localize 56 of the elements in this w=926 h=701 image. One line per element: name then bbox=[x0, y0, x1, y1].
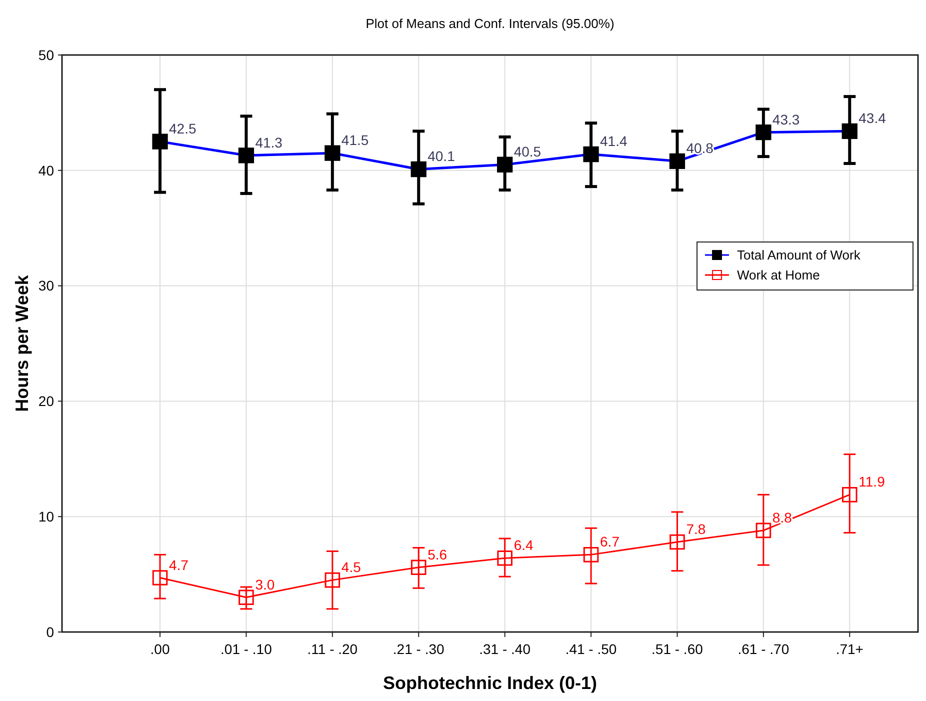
data-label: 42.5 bbox=[169, 120, 196, 137]
x-tick-label: .61 - .70 bbox=[738, 641, 790, 657]
x-tick-label: .00 bbox=[150, 641, 170, 657]
point bbox=[670, 534, 685, 550]
data-label: 7.8 bbox=[686, 520, 706, 537]
data-label: 41.3 bbox=[255, 134, 283, 150]
data-label: 5.6 bbox=[428, 546, 448, 562]
data-label: 3.0 bbox=[255, 576, 275, 592]
data-label: 11.9 bbox=[858, 474, 886, 490]
point bbox=[497, 550, 512, 566]
y-tick-label: 50 bbox=[38, 46, 54, 63]
point bbox=[497, 156, 513, 172]
data-label: 43.4 bbox=[858, 110, 886, 126]
y-axis-title: Hours per Week bbox=[12, 274, 32, 412]
y-tick-label: 30 bbox=[38, 278, 54, 294]
data-label: 41.5 bbox=[341, 132, 369, 148]
point bbox=[324, 572, 340, 588]
chart-title: Plot of Means and Conf. Intervals (95.00%) bbox=[366, 16, 614, 31]
data-label: 40.1 bbox=[428, 148, 456, 164]
y-tick-label: 40 bbox=[38, 162, 54, 178]
point bbox=[756, 522, 772, 538]
data-label: 41.4 bbox=[600, 133, 628, 150]
data-label: 6.7 bbox=[600, 534, 620, 550]
x-tick-label: .21 - .30 bbox=[392, 641, 445, 657]
point bbox=[238, 148, 254, 164]
point bbox=[842, 487, 858, 502]
y-tick-label: 20 bbox=[38, 393, 54, 410]
x-tick-label: .51 - .60 bbox=[652, 641, 704, 657]
point bbox=[842, 123, 858, 139]
y-tick-label: 0 bbox=[46, 624, 54, 640]
point bbox=[756, 124, 772, 140]
point bbox=[152, 134, 168, 150]
point bbox=[410, 161, 426, 178]
y-tick-label: 10 bbox=[38, 508, 54, 524]
data-label: 4.7 bbox=[169, 556, 189, 573]
data-label: 43.3 bbox=[772, 111, 800, 128]
data-label: 4.5 bbox=[341, 559, 362, 576]
x-tick-label: .31 - .40 bbox=[479, 641, 531, 657]
x-tick-label: .11 - .20 bbox=[307, 641, 358, 657]
point bbox=[152, 570, 168, 586]
data-label: 40.8 bbox=[686, 140, 714, 156]
point bbox=[669, 153, 686, 169]
point bbox=[324, 145, 340, 161]
legend-label: Work at Home bbox=[737, 268, 820, 283]
x-axis-title: Sophotechnic Index (0-1) bbox=[382, 673, 598, 693]
x-tick-label: .01 - .10 bbox=[220, 641, 272, 657]
data-label: 40.5 bbox=[514, 144, 542, 160]
point bbox=[238, 590, 254, 606]
x-tick-label: .41 - .50 bbox=[565, 641, 617, 657]
legend-label: Total Amount of Work bbox=[737, 248, 861, 263]
point bbox=[583, 547, 599, 562]
x-tick-label: .71+ bbox=[836, 641, 864, 657]
data-label: 8.8 bbox=[772, 509, 792, 526]
point bbox=[410, 560, 426, 576]
point bbox=[583, 146, 599, 162]
data-label: 6.4 bbox=[514, 537, 534, 554]
